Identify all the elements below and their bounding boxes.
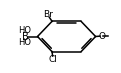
Text: Cl: Cl xyxy=(49,55,58,64)
Text: Br: Br xyxy=(43,10,53,19)
Text: HO: HO xyxy=(18,26,31,35)
Text: O: O xyxy=(99,32,106,41)
Text: HO: HO xyxy=(18,38,31,47)
Text: B: B xyxy=(22,32,29,41)
